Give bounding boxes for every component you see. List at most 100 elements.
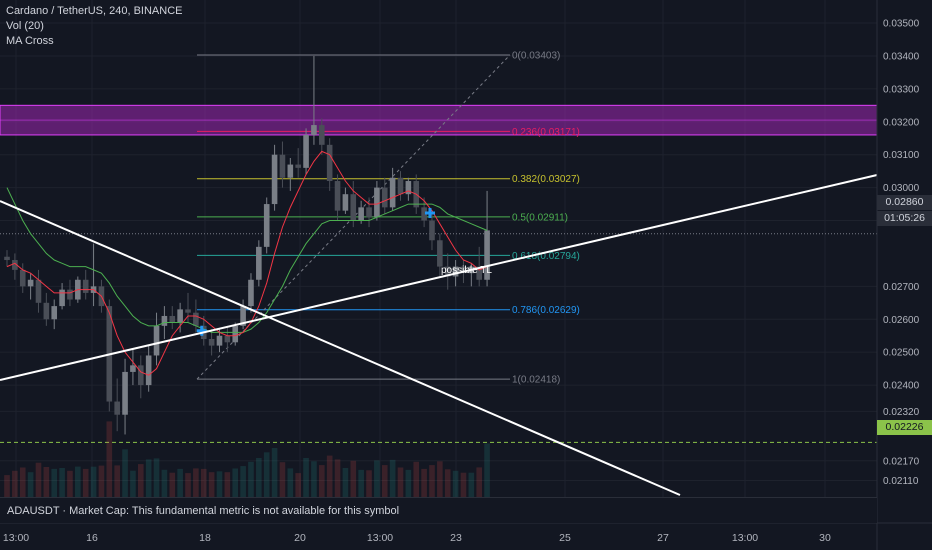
y-tick-label: 0.03000 [883,183,920,194]
volume-bar [303,458,309,497]
volume-bar [224,472,231,497]
volume-bar [484,443,490,497]
candle-body [303,134,309,168]
candle-body [153,325,160,356]
volume-bar [381,465,388,497]
candle-body [169,315,176,323]
market-cap-text: ADAUSDT · Market Cap: This fundamental m… [7,505,400,517]
volume-bar [476,467,482,497]
y-tick-label: 0.03400 [883,51,920,62]
candle-body [216,335,223,346]
volume-bar [185,473,191,497]
volume-bar [271,448,278,497]
volume-bar [342,468,349,497]
volume-bars [4,421,490,497]
grid [0,0,877,497]
y-tick-label: 0.02600 [883,315,920,326]
candle-body [208,339,215,346]
candle-body [444,266,451,277]
candle-body [185,309,191,313]
annotation-possible-tl: possible TL [441,265,492,276]
x-tick-label: 20 [294,532,306,544]
volume-bar [137,464,144,497]
volume-bar [193,468,199,497]
volume-bar [153,458,160,497]
candle-body [161,315,168,326]
y-tick-label: 0.02320 [883,407,920,418]
candle-body [366,207,372,218]
candle-body [421,207,427,221]
candle-body [51,306,58,320]
volume-bar [319,465,325,497]
x-tick-label: 23 [450,532,462,544]
symbol-title[interactable]: Cardano / TetherUS, 240, BINANCE [6,5,183,17]
candle-body [350,194,357,221]
candle-body [287,164,294,178]
candle-body [429,220,435,241]
candlesticks [4,55,490,435]
volume-bar [326,455,333,497]
ma-cross-indicator-label[interactable]: MA Cross [6,35,54,47]
fib-level-label: 0.5(0.02911) [512,212,568,223]
volume-bar [358,469,364,497]
candle-body [114,401,120,415]
candle-body [27,279,34,287]
candle-body [452,266,459,277]
x-tick-label: 18 [199,532,211,544]
fast-ma-line [6,150,488,376]
volume-bar [232,468,239,497]
volume-bar [51,468,58,497]
y-tick-label: 0.02170 [883,456,920,467]
vol-indicator-label[interactable]: Vol (20) [6,20,44,32]
volume-bar [82,468,89,497]
volume-bar [405,469,412,497]
candle-body [19,269,26,287]
candle-body [82,279,89,293]
fib-level-label: 0.618(0.02794) [512,251,580,262]
candle-body [224,335,231,343]
x-tick-label: 13:00 [3,532,29,544]
candle-body [43,302,50,320]
y-tick-label: 0.03200 [883,117,920,128]
candle-body [137,365,144,386]
candle-body [381,187,388,208]
ma-cross-marker [424,207,435,218]
volume-bar [263,452,270,497]
volume-bar [295,473,301,497]
candle-body [358,207,364,221]
candle-body [342,194,349,211]
volume-bar [389,459,396,497]
fib-level-label: 0(0.03403) [512,50,560,61]
candle-body [35,279,42,303]
candle-body [319,125,325,145]
volume-bar [130,470,136,497]
green-line-price-label: 0.02226 [877,420,932,435]
x-tick-label: 16 [86,532,98,544]
volume-bar [334,459,341,497]
volume-bar [468,472,475,497]
candle-body [12,260,18,270]
volume-bar [67,470,73,497]
volume-bar [106,421,113,497]
y-tick-label: 0.03500 [883,19,920,30]
legend: Cardano / TetherUS, 240, BINANCE Vol (20… [6,4,183,49]
volume-bar [12,470,18,497]
fib-level-label: 1(0.02418) [512,375,560,386]
candle-body [397,177,404,195]
volume-bar [200,468,207,497]
volume-bar [75,466,81,497]
candle-body [311,125,317,135]
volume-bar [311,461,317,497]
candle-body [484,230,490,280]
candle-body [256,246,262,280]
candle-body [334,181,341,211]
candle-body [130,365,136,372]
volume-bar [169,472,176,497]
volume-bar [177,468,183,497]
volume-bar [161,469,168,497]
candle-body [295,164,301,168]
x-tick-label: 13:00 [732,532,758,544]
volume-bar [287,468,294,497]
